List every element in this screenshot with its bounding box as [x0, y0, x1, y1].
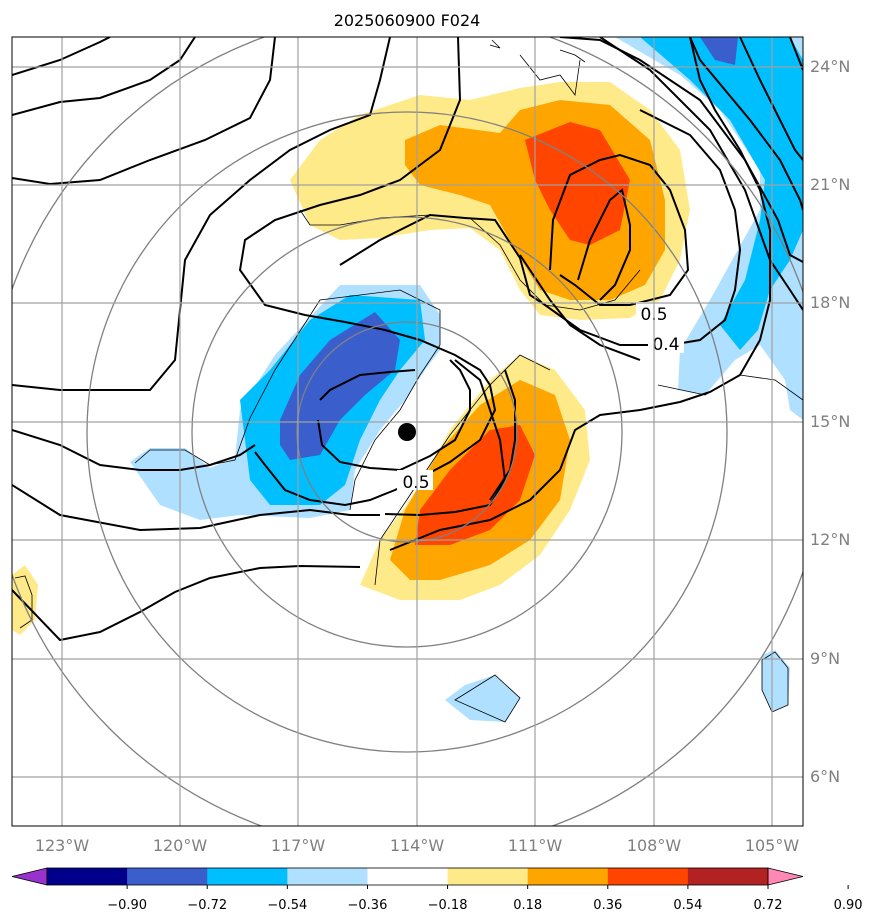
lon-label: 123°W [35, 836, 90, 855]
colorbar-segment [607, 868, 689, 885]
lon-label: 117°W [271, 836, 326, 855]
colorbar-tick-label: 0.36 [593, 898, 622, 913]
colorbar-tick-label: 0.90 [834, 898, 863, 913]
colorbar-tick-label: 0.72 [754, 898, 783, 913]
colorbar-segment [47, 868, 128, 885]
contour-label-0-4: 0.4 [652, 335, 679, 355]
colorbar-tick-label: −0.54 [267, 898, 307, 913]
lat-label: 6°N [810, 767, 840, 786]
colorbar-tick-label: 0.54 [673, 898, 702, 913]
colorbar-tick-label: −0.36 [348, 898, 388, 913]
range-rings [12, 37, 803, 826]
lat-label: 12°N [810, 530, 850, 549]
colorbar-tick-label: −0.18 [428, 898, 468, 913]
colorbar-segment [447, 868, 529, 885]
map-title: 2025060900 F024 [334, 11, 481, 30]
shade-positive-se-3 [415, 425, 535, 545]
colorbar-segment [127, 868, 208, 885]
colorbar-extend-low [11, 867, 48, 886]
colorbar-segment [287, 868, 368, 885]
colorbar-segment [527, 868, 609, 885]
lon-label: 105°W [745, 836, 800, 855]
lon-labels: 123°W 120°W 117°W 114°W 111°W 108°W 105°… [35, 836, 800, 855]
colorbar-tick-label: −0.90 [107, 898, 147, 913]
colorbar-segment [367, 868, 449, 885]
map-frame [11, 36, 804, 827]
shade-negative-s [445, 675, 520, 722]
shade-positive-w-edge [12, 565, 38, 635]
colorbar [11, 867, 804, 886]
lat-label: 9°N [810, 649, 840, 668]
colorbar-tick-label: −0.72 [187, 898, 227, 913]
lon-label: 111°W [508, 836, 563, 855]
shade-negative-se [762, 650, 790, 712]
lat-label: 18°N [810, 293, 850, 312]
thick-contours [12, 37, 803, 642]
colorbar-segment [207, 868, 288, 885]
lon-label: 120°W [153, 836, 208, 855]
colorbar-segment [687, 868, 769, 885]
colorbar-tick-label: 0.18 [513, 898, 542, 913]
lon-label: 108°W [627, 836, 682, 855]
lat-lon-grid [12, 37, 803, 826]
lon-label: 114°W [390, 836, 445, 855]
lat-label: 24°N [810, 57, 850, 76]
contour-label-0-5-center: 0.5 [402, 473, 429, 493]
storm-center-marker [398, 423, 416, 441]
colorbar-labels: −0.90 −0.72 −0.54 −0.36 −0.18 0.18 0.36 0.54 0.7… [107, 885, 863, 913]
lat-labels: 24°N 21°N 18°N 15°N 12°N 9°N 6°N [810, 57, 850, 786]
colorbar-extend-high [767, 867, 804, 886]
lat-label: 15°N [810, 412, 850, 431]
shade-negative-ne-3 [700, 37, 738, 65]
shade-negative-ne-2 [640, 37, 803, 350]
colorbar-outline [46, 867, 769, 886]
map-panel: 0.5 0.4 0.5 [12, 37, 803, 826]
lat-label: 21°N [810, 175, 850, 194]
